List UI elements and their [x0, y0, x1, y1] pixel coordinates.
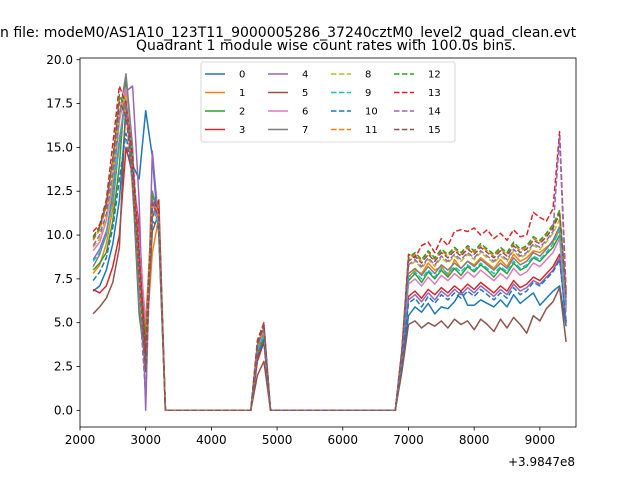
- legend-label-15: 15: [428, 125, 441, 136]
- legend-label-11: 11: [365, 125, 378, 136]
- y-tick-label: 20.0: [46, 53, 73, 67]
- x-tick-label: 5000: [262, 433, 293, 447]
- series-line-0: [92, 109, 567, 412]
- legend-label-2: 2: [239, 107, 245, 118]
- legend-label-6: 6: [302, 107, 308, 118]
- y-tick-label: 15.0: [46, 140, 73, 154]
- series-line-2: [92, 76, 567, 412]
- x-tick-label: 8000: [459, 433, 490, 447]
- series-line-8: [92, 94, 567, 412]
- legend-label-5: 5: [302, 88, 308, 99]
- series-line-14: [92, 102, 567, 412]
- y-tick-label: 12.5: [46, 184, 73, 198]
- y-tick-label: 17.5: [46, 97, 73, 111]
- y-tick-label: 5.0: [54, 316, 73, 330]
- legend-label-1: 1: [239, 88, 245, 99]
- legend-label-14: 14: [428, 107, 441, 118]
- plot-frame: [79, 57, 577, 428]
- y-tick-label: 7.5: [54, 272, 73, 286]
- legend-label-7: 7: [302, 125, 308, 136]
- legend-label-13: 13: [428, 88, 441, 99]
- x-tick-label: 2000: [65, 433, 96, 447]
- legend-label-12: 12: [428, 70, 441, 81]
- y-tick-label: 2.5: [54, 360, 73, 374]
- legend-label-0: 0: [239, 70, 245, 81]
- legend-label-4: 4: [302, 70, 308, 81]
- x-tick-label: 9000: [525, 433, 556, 447]
- legend-label-8: 8: [365, 70, 371, 81]
- legend-label-9: 9: [365, 88, 371, 99]
- y-tick-label: 0.0: [54, 403, 73, 417]
- series-line-12: [92, 94, 567, 412]
- x-tick-label: 3000: [130, 433, 161, 447]
- y-axis: 0.0 2.5 5.0 7.5 10.0 12.5 15.0 17.5 20.0: [46, 53, 80, 417]
- legend-frame: [200, 61, 456, 143]
- y-tick-label: 10.0: [46, 228, 73, 242]
- series-layer: [92, 73, 567, 412]
- legend-label-10: 10: [365, 107, 378, 118]
- x-tick-label: 6000: [328, 433, 359, 447]
- x-tick-label: 7000: [393, 433, 424, 447]
- legend-label-3: 3: [239, 125, 245, 136]
- series-line-9: [92, 102, 567, 412]
- figure-suptitle: n file: modeM0/AS1A10_123T11_9000005286_…: [0, 25, 577, 41]
- x-axis: 2000 3000 4000 5000 6000 7000 8000 9000: [65, 427, 555, 447]
- series-line-6: [92, 87, 567, 412]
- x-tick-label: 4000: [196, 433, 227, 447]
- x-offset-label: +3.9847e8: [508, 455, 575, 469]
- series-line-13: [92, 85, 567, 412]
- chart-title: Quadrant 1 module wise count rates with …: [136, 38, 516, 54]
